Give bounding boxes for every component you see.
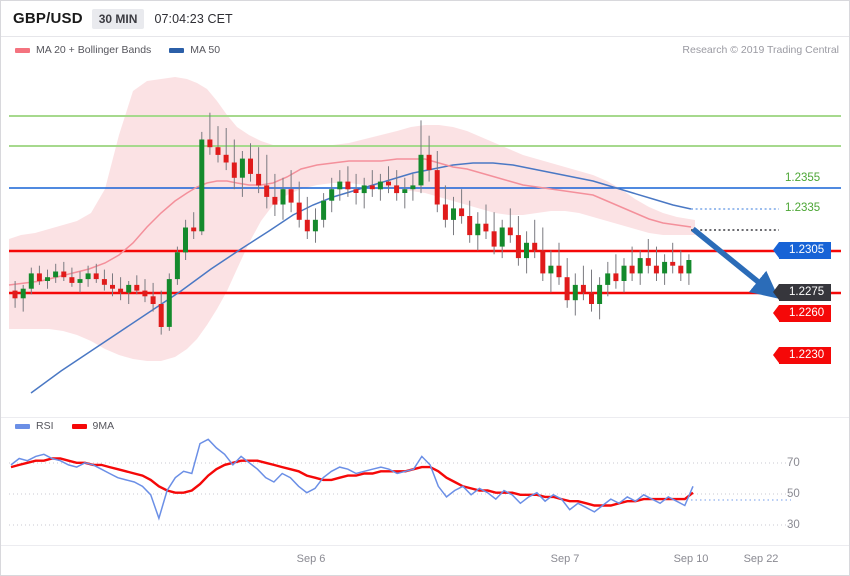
rsi-label-70: 70 [787, 457, 800, 469]
rsi-label-50: 50 [787, 488, 800, 500]
legend-swatch-icon [15, 423, 30, 429]
price-badge-1-2305: 1.2305 [772, 242, 832, 259]
ma20-line [8, 158, 692, 286]
price-legend: MA 20 + Bollinger Bands MA 50 [1, 38, 849, 62]
bollinger-band-fill [9, 77, 695, 361]
rsi-label-30: 30 [787, 519, 800, 531]
x-axis-label-sep-10: Sep 10 [673, 553, 709, 565]
ma50-line [30, 162, 692, 394]
legend-item-9ma[interactable]: 9MA [71, 420, 115, 432]
legend-label: MA 20 + Bollinger Bands [36, 44, 152, 56]
legend-item-ma20-bollinger[interactable]: MA 20 + Bollinger Bands [15, 44, 151, 56]
symbol-title: GBP/USD [13, 10, 83, 27]
legend-item-ma50[interactable]: MA 50 [169, 44, 220, 56]
legend-swatch-icon [169, 47, 185, 53]
legend-label: RSI [36, 420, 54, 432]
price-chart-svg [8, 77, 841, 394]
legend-label: MA 50 [190, 44, 221, 56]
legend-item-rsi[interactable]: RSI [15, 420, 54, 432]
chart-header: GBP/USD 30 MIN 07:04:23 CET [1, 1, 849, 37]
rsi-legend: RSI 9MA [15, 420, 132, 432]
x-axis: Sep 6 Sep 7 Sep 10 Sep 22 [1, 545, 849, 576]
rsi-line [10, 438, 694, 521]
rsi-chart-svg [9, 438, 791, 526]
price-chart-panel[interactable]: 1.2355 1.2335 1.2305 1.2275 1.2260 1.223… [1, 63, 849, 413]
price-badge-1-2230: 1.2230 [772, 347, 832, 364]
price-badge-1-2260: 1.2260 [772, 305, 832, 322]
price-label-1-2335: 1.2335 [785, 202, 821, 214]
timeframe-badge[interactable]: 30 MIN [91, 8, 145, 29]
rsi-9ma-line [10, 457, 694, 507]
x-axis-label-sep-6: Sep 6 [296, 553, 326, 565]
candlestick-series [12, 112, 692, 335]
rsi-chart-panel[interactable]: RSI 9MA 70 50 30 [1, 417, 849, 546]
legend-swatch-icon [71, 423, 87, 429]
copyright-label: Research © 2019 Trading Central [682, 44, 839, 56]
x-axis-label-sep-7: Sep 7 [550, 553, 580, 565]
legend-label: 9MA [92, 420, 115, 432]
bearish-projection-arrow [691, 226, 779, 299]
price-badge-1-2275-current: 1.2275 [772, 284, 832, 301]
clock-label: 07:04:23 CET [154, 11, 233, 26]
price-label-1-2355: 1.2355 [785, 172, 821, 184]
x-axis-label-sep-22: Sep 22 [743, 553, 779, 565]
legend-swatch-icon [15, 47, 30, 53]
